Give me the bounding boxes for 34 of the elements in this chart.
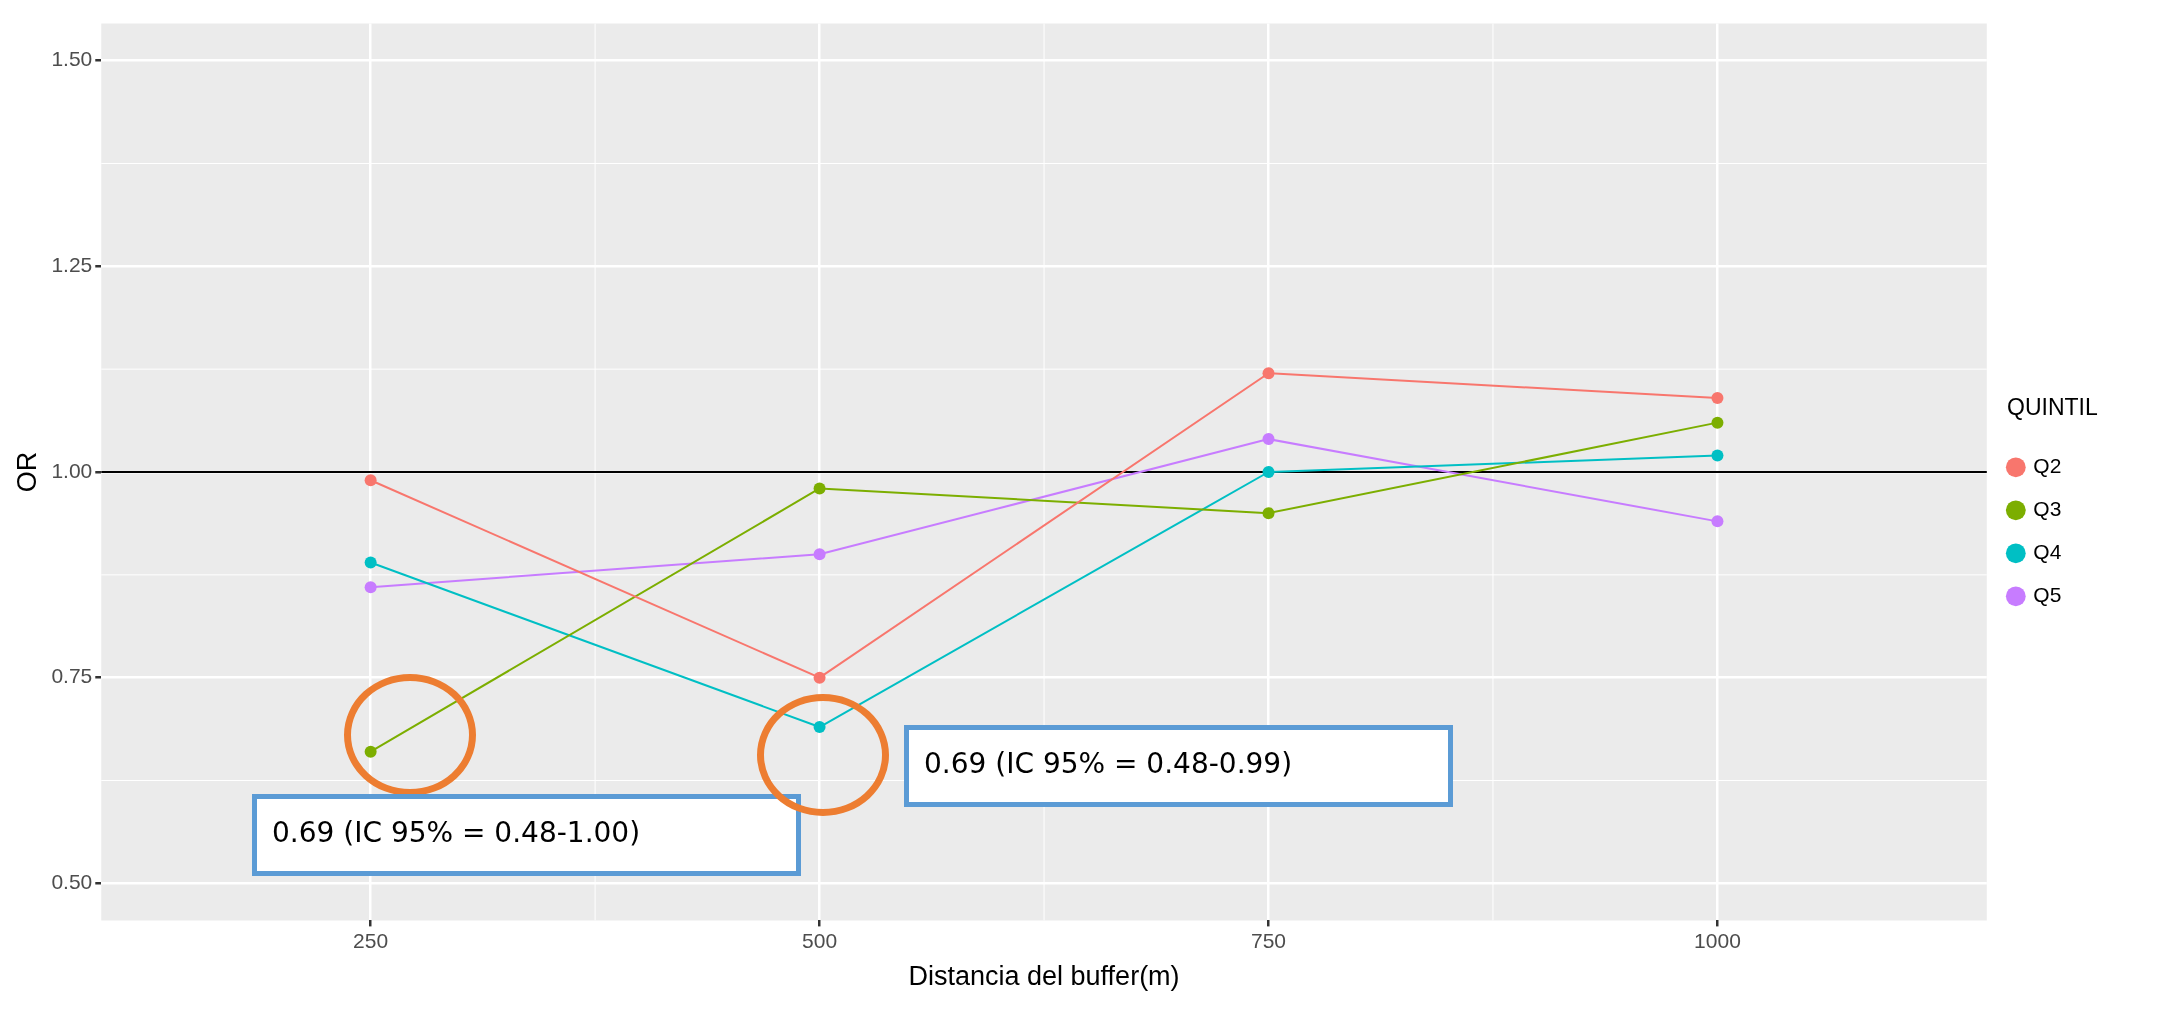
point (364, 474, 377, 487)
legend-title: QUINTIL (2007, 394, 2098, 421)
point (364, 745, 377, 758)
point (1262, 433, 1275, 446)
point (1711, 515, 1724, 528)
point (1262, 507, 1275, 520)
y-tick-label: 1.50 (51, 47, 93, 71)
x-tick-label: 750 (1250, 928, 1287, 952)
y-tick-label: 1.00 (51, 458, 93, 482)
legend-label: Q3 (2033, 497, 2109, 521)
y-axis-title: OR (11, 451, 42, 493)
annotation: 0.69 (IC 95% = 0.48-0.99) (924, 747, 1293, 780)
y-tick-label: 1.25 (51, 253, 93, 277)
legend-label: Q5 (2033, 583, 2109, 607)
x-tick-label: 250 (353, 928, 389, 952)
point (813, 721, 826, 734)
point (1711, 416, 1724, 429)
point (364, 556, 377, 569)
point (364, 581, 377, 594)
legend-label: Q4 (2033, 540, 2109, 564)
x-axis-title: Distancia del buffer(m) (908, 961, 1180, 992)
point (1262, 367, 1275, 380)
point (1262, 466, 1275, 478)
legend-label: Q2 (2033, 454, 2109, 478)
point (813, 482, 826, 495)
point (813, 548, 826, 561)
y-tick-label: 0.75 (51, 664, 93, 688)
annotation: 0.69 (IC 95% = 0.48-1.00) (272, 816, 641, 849)
point (813, 671, 826, 684)
x-tick-label: 1000 (1694, 928, 1741, 952)
x-tick-label: 500 (802, 928, 838, 952)
y-tick-label: 0.50 (51, 870, 93, 894)
point (1711, 391, 1724, 404)
point (1711, 449, 1724, 462)
